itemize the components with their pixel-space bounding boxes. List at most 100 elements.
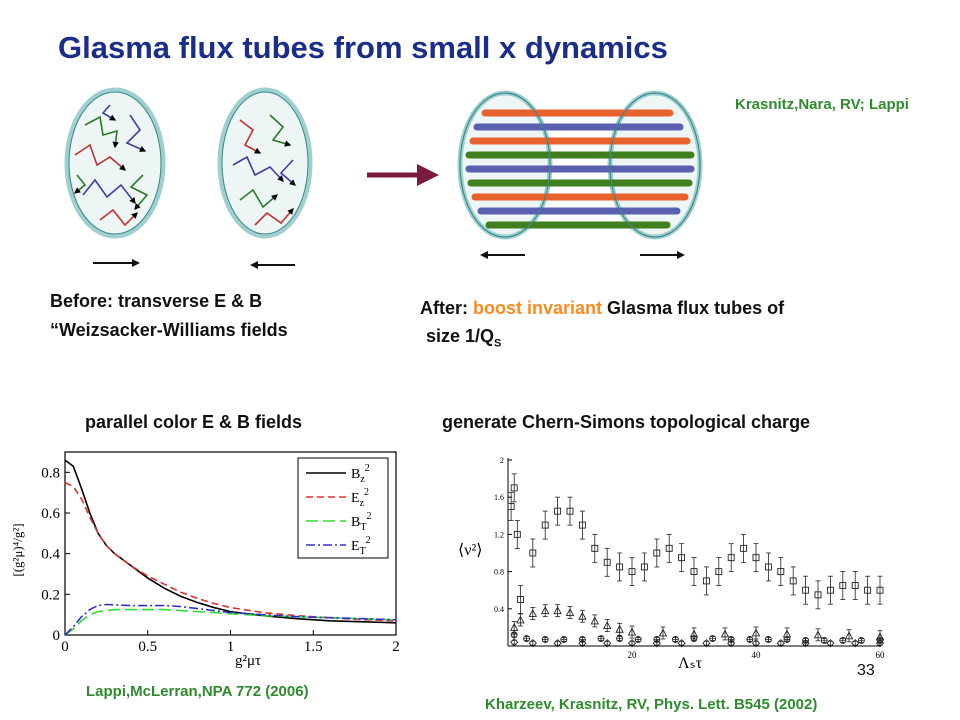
data-point-square <box>876 586 884 594</box>
direction-arrow-left-icon <box>250 261 295 269</box>
data-point-triangle <box>578 611 587 620</box>
data-point-triangle <box>565 608 575 616</box>
y-tick-label: 0.8 <box>494 568 504 577</box>
x-tick-label: 1 <box>227 639 235 655</box>
data-point-square <box>603 558 611 566</box>
after-size-text: size 1/Q <box>426 326 495 346</box>
data-point-square <box>839 582 847 590</box>
plot-frame <box>507 458 880 647</box>
data-point-square <box>653 549 661 557</box>
data-point-diamond <box>875 639 885 648</box>
data-point-triangle <box>590 616 600 625</box>
before-caption-line2: “Weizsacker-Williams fields <box>50 320 288 340</box>
data-point-square <box>640 563 648 571</box>
y-axis-label: [(g²μ)⁴/g²] <box>10 523 25 576</box>
data-point-diamond <box>826 639 835 648</box>
data-point-plus <box>672 636 679 643</box>
data-point-plus <box>821 637 828 644</box>
y-tick-label: 0 <box>53 628 61 644</box>
data-point-square <box>740 544 748 552</box>
before-caption-line1: Before: transverse E & B <box>50 291 263 311</box>
x-tick-label: 60 <box>876 650 886 660</box>
direction-arrow-right-icon <box>93 259 140 267</box>
data-point-diamond <box>702 639 711 648</box>
data-point-diamond <box>553 639 562 648</box>
chern-simons-chart: 20 40 60 0.4 0.8 1.2 1.6 2 ⟨ν²⟩ Λₛτ <box>458 456 886 672</box>
series-line-3 <box>64 603 397 636</box>
legend-label-0: Bz2 <box>351 463 370 485</box>
data-point-plus <box>691 635 697 642</box>
after-caption-line1: After: boost invariant Glasma flux tubes… <box>420 298 784 319</box>
nucleus-right <box>217 87 313 239</box>
data-point-diamond <box>727 639 736 648</box>
data-point-square <box>566 507 574 515</box>
data-point-square <box>578 521 586 529</box>
legend-sup: 2 <box>366 535 371 546</box>
data-point-square <box>851 582 859 590</box>
legend-base: E <box>351 491 360 506</box>
y-axis-label: ⟨ν²⟩ <box>458 542 483 559</box>
data-point-plus <box>560 636 567 643</box>
y-tick-label: 2 <box>500 456 504 465</box>
nuclei-before-illustration <box>64 87 313 269</box>
data-point-plus <box>839 637 846 644</box>
heading-parallel-fields: parallel color E & B fields <box>85 412 303 432</box>
data-point-diamond <box>510 638 519 647</box>
data-point-square <box>789 577 797 585</box>
legend-sup: 2 <box>365 463 370 474</box>
data-point-triangle <box>528 609 538 617</box>
after-suffix: Glasma flux tubes of <box>607 298 785 318</box>
y-tick-label: 0.4 <box>41 547 60 563</box>
data-point-square <box>513 530 521 538</box>
data-point-diamond <box>677 639 686 648</box>
direction-arrow-right-icon <box>640 251 685 259</box>
data-point-triangle <box>627 627 637 636</box>
data-point-triangle <box>553 606 562 615</box>
data-point-diamond <box>627 639 637 648</box>
data-point-plus <box>542 636 549 643</box>
data-point-triangle <box>658 628 668 637</box>
data-point-square <box>628 568 636 576</box>
x-tick-label: 1.5 <box>304 639 323 655</box>
data-point-plus <box>709 635 716 642</box>
legend-sub: T <box>360 522 366 533</box>
y-tick-label: 0.8 <box>41 465 60 481</box>
data-point-plus <box>598 635 604 642</box>
data-point-triangle <box>615 624 624 633</box>
data-point-plus <box>765 636 772 643</box>
legend-label-1: Ez2 <box>351 487 369 509</box>
data-point-square <box>752 554 760 562</box>
page-number: 33 <box>857 662 875 679</box>
data-point-square <box>591 544 599 552</box>
data-point-square <box>678 554 686 562</box>
legend-base: E <box>351 539 360 554</box>
data-point-diamond <box>578 639 587 648</box>
data-point-square <box>507 503 515 510</box>
x-tick-label: 0.5 <box>138 639 157 655</box>
data-point-plus <box>511 631 518 638</box>
legend-sub: z <box>360 498 365 509</box>
slide-title: Glasma flux tubes from small x dynamics <box>58 30 668 65</box>
credit-kharzeev: Kharzeev, Krasnitz, RV, Phys. Lett. B545… <box>485 696 818 713</box>
data-point-diamond <box>851 639 860 648</box>
after-prefix: After: <box>420 298 468 318</box>
x-axis-label: Λₛτ <box>678 655 703 672</box>
legend-sup: 2 <box>364 487 369 498</box>
data-point-plus <box>784 636 790 643</box>
data-point-plus <box>523 635 530 642</box>
data-point-square <box>516 596 524 603</box>
x-tick-label: 20 <box>628 650 638 660</box>
data-point-diamond <box>652 639 661 648</box>
after-size-subscript: S <box>494 337 502 350</box>
x-tick-label: 0 <box>61 639 69 655</box>
x-axis-label: g²μτ <box>235 653 261 669</box>
data-point-diamond <box>751 639 761 648</box>
data-point-square <box>554 507 562 515</box>
data-point-diamond <box>528 639 537 648</box>
data-point-square <box>702 577 710 585</box>
data-point-triangle <box>813 630 823 639</box>
legend-sub: z <box>360 474 365 485</box>
data-point-triangle <box>720 629 730 638</box>
